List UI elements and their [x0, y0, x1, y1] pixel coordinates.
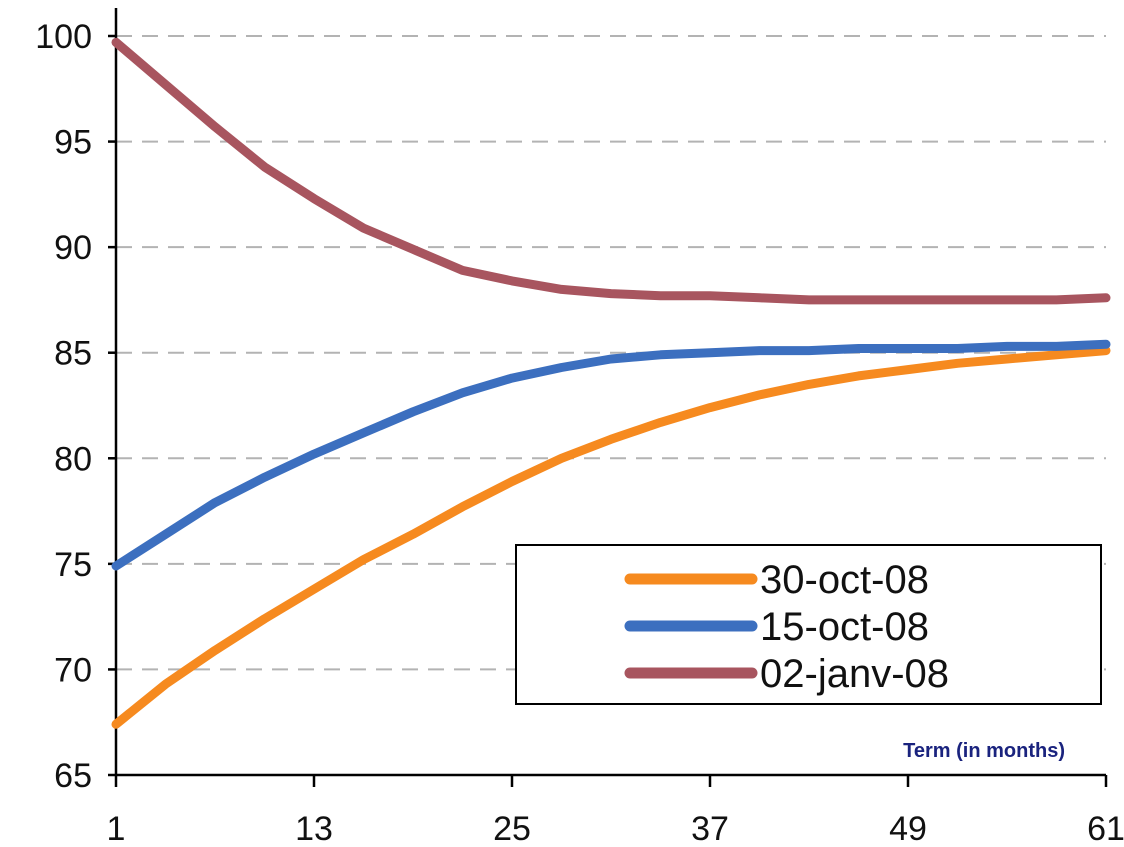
- y-tick-label-100: 100: [35, 18, 92, 56]
- y-tick-label-85: 85: [54, 335, 92, 373]
- series-line-3: [111, 37, 1111, 305]
- series-line-1: [111, 346, 1111, 729]
- axes: [108, 8, 1108, 787]
- y-tick-label-70: 70: [54, 651, 92, 689]
- tick-labels: 65 70 75 80 85 90 95 100 1 13 25 37 49 61: [35, 18, 1124, 847]
- y-tick-label-90: 90: [54, 229, 92, 267]
- series-lines: [111, 37, 1111, 729]
- y-tick-label-95: 95: [54, 124, 92, 162]
- legend-label-3: 02-janv-08: [760, 652, 949, 696]
- x-tick-label-1: 1: [107, 810, 126, 847]
- x-axis-label: Term (in months): [903, 740, 1065, 762]
- series-line-2: [111, 339, 1111, 571]
- y-tick-label-65: 65: [54, 757, 92, 795]
- legend-label-2: 15-oct-08: [760, 605, 929, 649]
- legend-label-1: 30-oct-08: [760, 558, 929, 602]
- x-tick-label-49: 49: [889, 810, 927, 847]
- y-tick-label-75: 75: [54, 546, 92, 584]
- legend-box: [515, 544, 1102, 705]
- x-tick-label-61: 61: [1087, 810, 1124, 847]
- y-tick-label-80: 80: [54, 440, 92, 478]
- x-tick-label-25: 25: [493, 810, 531, 847]
- x-tick-label-13: 13: [295, 810, 333, 847]
- x-tick-label-37: 37: [691, 810, 729, 847]
